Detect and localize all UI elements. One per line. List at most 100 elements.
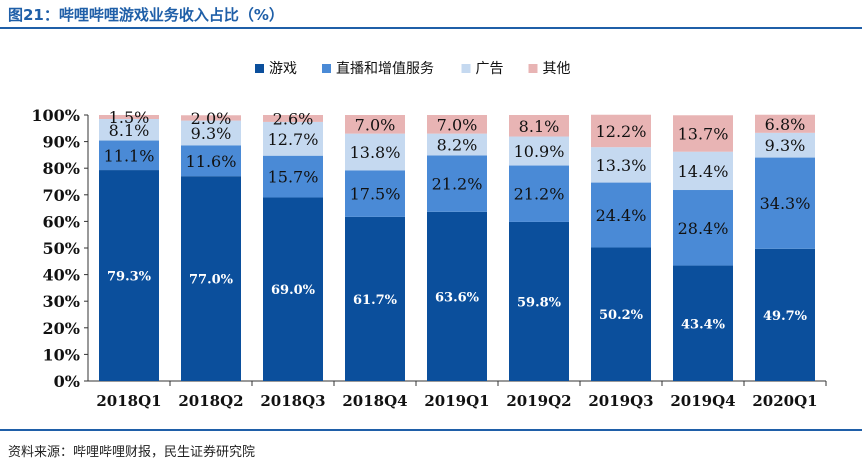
x-tick-label: 2019Q2 (506, 392, 571, 410)
y-tick-label: 20% (43, 319, 80, 338)
y-tick-label: 70% (43, 186, 80, 205)
data-label-0: 77.0% (189, 273, 234, 288)
data-label-2: 13.8% (350, 143, 401, 162)
bar-segment-2 (99, 118, 159, 141)
data-label-3: 7.0% (355, 115, 396, 134)
data-label-0: 43.4% (681, 317, 726, 332)
x-tick-label: 2018Q4 (342, 392, 407, 410)
data-label-2: 12.7% (268, 130, 319, 149)
data-label-2: 13.3% (596, 156, 647, 175)
data-label-2: 8.2% (437, 136, 478, 155)
bar-segment-1 (591, 182, 651, 248)
bar-segment-0 (591, 247, 651, 381)
legend-label-2: 广告 (476, 61, 504, 77)
bar-segment-0 (509, 221, 569, 381)
data-label-0: 79.3% (107, 270, 152, 285)
data-label-0: 49.7% (763, 309, 808, 324)
bar-segment-2 (509, 136, 569, 166)
data-label-3: 8.1% (519, 117, 560, 136)
bar-segment-1 (99, 140, 159, 171)
y-tick-label: 10% (43, 345, 80, 364)
y-tick-label: 90% (43, 133, 80, 152)
x-tick-label: 2019Q1 (424, 392, 489, 410)
x-tick-label: 2019Q4 (670, 392, 735, 410)
y-tick-label: 0% (54, 372, 80, 391)
y-tick-label: 50% (43, 239, 80, 258)
bar-segment-0 (99, 170, 159, 381)
bar-segment-0 (181, 176, 241, 381)
header-rule (0, 27, 862, 29)
bar-segment-3 (345, 115, 405, 134)
source-note: 资料来源：哔哩哔哩财报，民生证券研究院 (8, 445, 256, 460)
bar-segment-3 (591, 114, 651, 148)
bar-segment-0 (673, 265, 733, 381)
chart-title: 图21：哔哩哔哩游戏业务收入占比（%） (8, 6, 284, 24)
legend-label-1: 直播和增值服务 (336, 60, 434, 77)
data-label-0: 61.7% (353, 293, 398, 308)
bar-segment-1 (181, 145, 241, 177)
data-label-1: 15.7% (268, 168, 319, 187)
data-label-3: 7.0% (437, 115, 478, 134)
legend-label-3: 其他 (543, 61, 571, 77)
data-label-1: 28.4% (678, 219, 729, 238)
y-tick-label: 80% (43, 159, 80, 178)
bar-segment-3 (755, 114, 815, 133)
data-label-3: 2.6% (273, 109, 314, 128)
data-label-1: 34.3% (760, 194, 811, 213)
data-label-3: 2.0% (191, 109, 232, 128)
data-label-3: 13.7% (678, 124, 729, 143)
bar-segment-3 (181, 115, 241, 121)
y-tick-label: 100% (31, 106, 80, 125)
y-tick-label: 40% (43, 266, 80, 285)
data-label-2: 8.1% (109, 121, 150, 140)
data-label-1: 11.6% (186, 152, 237, 171)
data-label-3: 1.5% (109, 108, 150, 127)
data-label-1: 24.4% (596, 206, 647, 225)
x-tick-label: 2018Q2 (178, 392, 243, 410)
bar-segment-3 (99, 115, 159, 119)
x-tick-label: 2018Q1 (96, 392, 161, 410)
data-label-3: 12.2% (596, 122, 647, 141)
data-label-0: 50.2% (599, 308, 644, 323)
data-label-2: 10.9% (514, 142, 565, 161)
y-tick-label: 30% (43, 292, 80, 311)
data-label-0: 69.0% (271, 283, 316, 298)
bar-segment-3 (263, 115, 323, 122)
bar-segment-1 (509, 165, 569, 222)
legend-label-0: 游戏 (269, 61, 297, 77)
bar-segment-1 (427, 155, 487, 212)
bar-segment-1 (345, 170, 405, 217)
data-label-0: 63.6% (435, 290, 480, 305)
data-label-1: 17.5% (350, 185, 401, 204)
bar-segment-2 (591, 147, 651, 183)
bar-segment-2 (263, 121, 323, 156)
y-tick-label: 60% (43, 212, 80, 231)
bar-segment-2 (181, 120, 241, 146)
bar-segment-1 (263, 155, 323, 198)
bar-segment-2 (673, 151, 733, 191)
legend-swatch-2 (461, 64, 471, 73)
bar-segment-1 (755, 157, 815, 249)
x-tick-label: 2019Q3 (588, 392, 653, 410)
bar-segment-2 (345, 133, 405, 171)
footer-rule (0, 429, 862, 431)
legend-swatch-0 (255, 64, 264, 73)
bar-segment-2 (427, 133, 487, 156)
data-label-1: 21.2% (514, 185, 565, 204)
legend-swatch-3 (528, 64, 538, 73)
data-label-1: 11.1% (104, 146, 155, 165)
data-label-0: 59.8% (517, 295, 562, 310)
bar-segment-0 (345, 216, 405, 381)
bar-segment-0 (263, 197, 323, 381)
bar-segment-3 (509, 115, 569, 137)
bar-segment-2 (755, 132, 815, 158)
data-label-2: 9.3% (765, 136, 806, 155)
data-label-2: 14.4% (678, 162, 729, 181)
data-label-2: 9.3% (191, 124, 232, 143)
bar-segment-3 (673, 115, 733, 152)
bar-segment-3 (427, 115, 487, 134)
x-tick-label: 2018Q3 (260, 392, 325, 410)
bar-segment-1 (673, 190, 733, 266)
data-label-1: 21.2% (432, 175, 483, 194)
